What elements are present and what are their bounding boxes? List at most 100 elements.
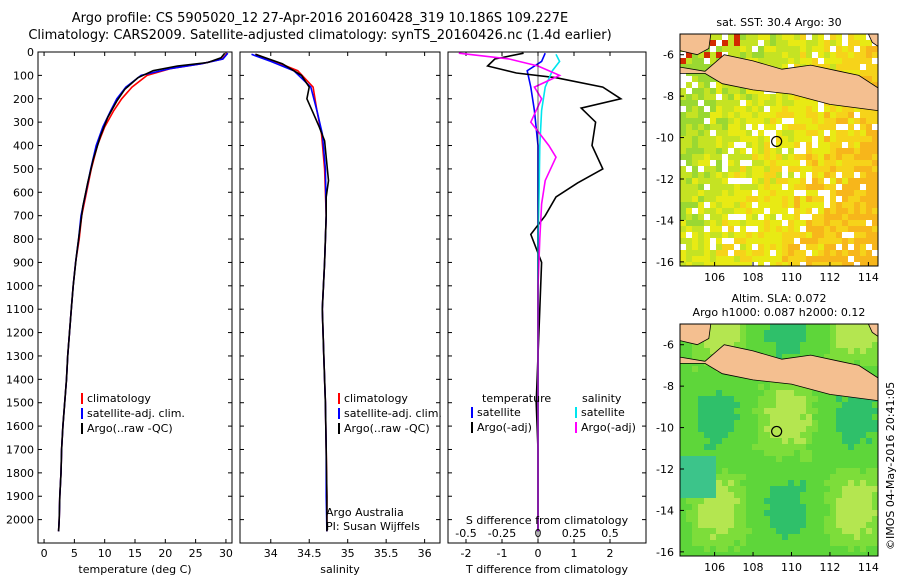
- map-cell: [794, 202, 801, 209]
- map-cell: [692, 450, 699, 457]
- map-cell: [740, 202, 747, 209]
- map-cell: [872, 354, 878, 361]
- map-cell: [842, 190, 849, 197]
- map-cell: [728, 46, 735, 53]
- map-cell: [830, 46, 837, 53]
- map-cell: [836, 118, 843, 125]
- map-cell: [836, 154, 843, 161]
- map-cell: [854, 480, 861, 487]
- map-cell: [770, 148, 777, 155]
- map-cell: [704, 130, 711, 137]
- map-cell: [836, 546, 843, 553]
- map-cell: [782, 100, 789, 107]
- map-cell: [698, 118, 705, 125]
- map-cell: [860, 172, 867, 179]
- map-cell: [680, 504, 687, 511]
- map-cell: [782, 474, 789, 481]
- map-cell: [740, 40, 747, 47]
- map-cell: [722, 378, 729, 385]
- map-cell: [734, 324, 741, 331]
- map-cell: [782, 498, 789, 505]
- map-cell: [824, 540, 831, 547]
- map-cell: [854, 112, 861, 119]
- map-cell: [728, 94, 735, 101]
- map-cell: [716, 202, 723, 209]
- map-cell: [698, 64, 705, 71]
- map-cell: [722, 486, 729, 493]
- map-cell: [848, 232, 855, 239]
- map-cell: [698, 522, 705, 529]
- map-cell: [800, 172, 807, 179]
- map-cell: [788, 444, 795, 451]
- map-cell: [824, 232, 831, 239]
- map-cell: [806, 166, 813, 173]
- map-cell: [692, 166, 699, 173]
- map-cell: [686, 408, 693, 415]
- map-cell: [776, 154, 783, 161]
- map-cell: [740, 486, 747, 493]
- map-cell: [824, 474, 831, 481]
- map-cell: [800, 190, 807, 197]
- map-cell: [866, 148, 873, 155]
- map-cell: [722, 202, 729, 209]
- x-tick-label: 106: [704, 561, 725, 574]
- y-tick-label: -10: [656, 422, 674, 435]
- map-cell: [788, 94, 795, 101]
- map-cell: [806, 522, 813, 529]
- map-cell: [728, 250, 735, 257]
- map-cell: [680, 112, 687, 119]
- map-cell: [764, 504, 771, 511]
- map-cell: [722, 468, 729, 475]
- map-cell: [806, 34, 813, 41]
- map-cell: [680, 420, 687, 427]
- map-cell: [872, 142, 878, 149]
- map-cell: [746, 396, 753, 403]
- map-cell: [740, 528, 747, 535]
- x-tick-label: 112: [819, 561, 840, 574]
- map-cell: [794, 52, 801, 59]
- map-cell: [854, 402, 861, 409]
- map-cell: [836, 522, 843, 529]
- map-cell: [782, 226, 789, 233]
- map-cell: [836, 498, 843, 505]
- map-cell: [818, 444, 825, 451]
- map-cell: [800, 34, 807, 41]
- map-cell: [686, 372, 693, 379]
- map-cell: [812, 330, 819, 337]
- map-cell: [782, 160, 789, 167]
- map-cell: [824, 480, 831, 487]
- map-cell: [866, 142, 873, 149]
- map-cell: [806, 154, 813, 161]
- map-cell: [788, 256, 795, 263]
- map-cell: [704, 522, 711, 529]
- map-cell: [776, 208, 783, 215]
- map-cell: [686, 342, 693, 349]
- map-cell: [704, 58, 711, 65]
- map-cell: [794, 402, 801, 409]
- map-cell: [758, 142, 765, 149]
- map-cell: [842, 486, 849, 493]
- map-cell: [680, 426, 687, 433]
- map-cell: [806, 106, 813, 113]
- map-cell: [710, 262, 717, 266]
- map-cell: [710, 372, 717, 379]
- map-cell: [866, 486, 873, 493]
- map-cell: [710, 450, 717, 457]
- map-cell: [692, 88, 699, 95]
- map-cell: [830, 58, 837, 65]
- x-tick-label: 1: [571, 547, 578, 560]
- y-tick-label: 1100: [6, 303, 34, 316]
- map-cell: [686, 492, 693, 499]
- map-cell: [710, 124, 717, 131]
- map-cell: [866, 256, 873, 263]
- map-cell: [734, 498, 741, 505]
- map-cell: [710, 34, 717, 41]
- map-cell: [704, 250, 711, 257]
- map-cell: [770, 474, 777, 481]
- map-cell: [770, 396, 777, 403]
- map-cell: [686, 486, 693, 493]
- salinity-panel: 34 34.5 35 35.5 36salinityclimatologysatelli…: [239, 51, 442, 576]
- map-cell: [686, 504, 693, 511]
- map-cell: [854, 444, 861, 451]
- map-cell: [704, 504, 711, 511]
